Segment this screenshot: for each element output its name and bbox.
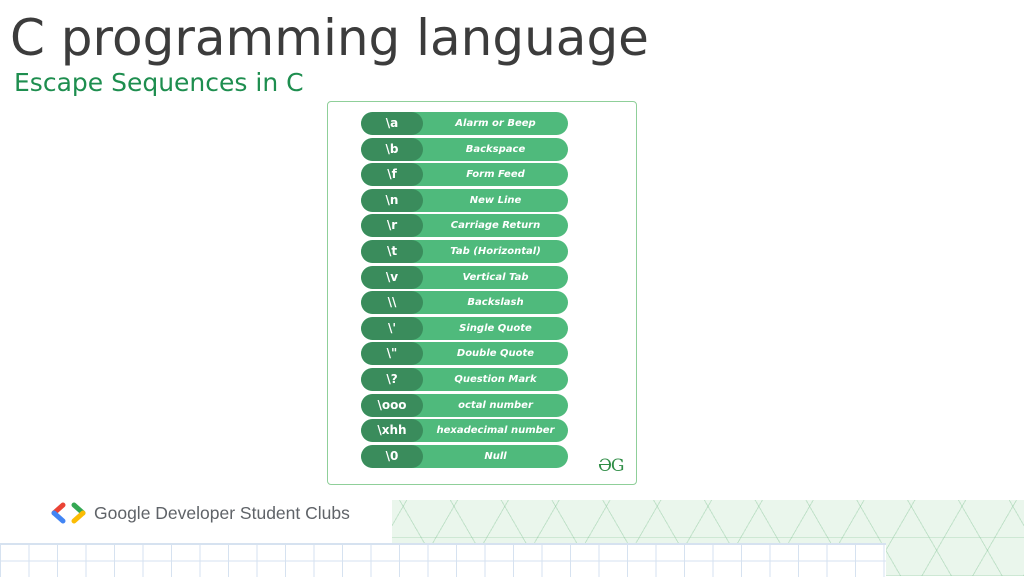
- escape-code: \": [361, 342, 423, 366]
- escape-code: \v: [361, 265, 423, 289]
- escape-code: \0: [361, 444, 423, 468]
- escape-code: \b: [361, 137, 423, 161]
- slide-title: C programming language: [10, 9, 649, 67]
- escape-sequence-row: \' Single Quote: [361, 316, 568, 340]
- escape-sequence-row: \0 Null: [361, 444, 568, 468]
- escape-code: \ooo: [361, 393, 423, 417]
- escape-code: \n: [361, 188, 423, 212]
- escape-sequence-row: \ooo octal number: [361, 393, 568, 417]
- escape-sequence-row: \" Double Quote: [361, 342, 568, 366]
- gdsc-brand: Google Developer Student Clubs: [50, 500, 350, 526]
- escape-code: \f: [361, 163, 423, 187]
- escape-description: Form Feed: [466, 169, 525, 181]
- escape-description: Backslash: [467, 297, 524, 309]
- escape-sequence-row: \n New Line: [361, 188, 568, 212]
- escape-description: Backspace: [465, 143, 526, 155]
- gdsc-logo-icon: [51, 502, 86, 524]
- escape-description: Null: [484, 450, 507, 462]
- escape-description: Single Quote: [459, 322, 532, 334]
- escape-code: \?: [361, 367, 423, 391]
- escape-description: Question Mark: [454, 373, 537, 385]
- escape-code: \': [361, 316, 423, 340]
- geeksforgeeks-logo: ƏG: [598, 456, 625, 476]
- escape-description: Double Quote: [456, 348, 535, 360]
- escape-sequence-list: \a Alarm or Beep \b Backspace \f Form Feed \n N…: [361, 112, 568, 470]
- escape-code: \xhh: [361, 419, 423, 443]
- escape-sequence-row: \? Question Mark: [361, 367, 568, 391]
- escape-description: New Line: [469, 194, 522, 206]
- escape-sequence-row: \t Tab (Horizontal): [361, 239, 568, 263]
- escape-sequence-row: \b Backspace: [361, 137, 568, 161]
- escape-code: \t: [361, 239, 423, 263]
- escape-sequence-row: \r Carriage Return: [361, 214, 568, 238]
- escape-description: Tab (Horizontal): [450, 245, 541, 257]
- gdsc-brand-text: Google Developer Student Clubs: [94, 502, 350, 523]
- footer-grid-pattern: [0, 543, 886, 577]
- escape-code: \r: [361, 214, 423, 238]
- slide-subtitle: Escape Sequences in C: [14, 68, 304, 97]
- escape-sequence-row: \f Form Feed: [361, 163, 568, 187]
- escape-sequence-row: \xhh hexadecimal number: [361, 419, 568, 443]
- escape-sequence-row: \a Alarm or Beep: [361, 112, 568, 135]
- escape-description: hexadecimal number: [436, 425, 555, 437]
- escape-code: \a: [361, 112, 423, 135]
- escape-description: Carriage Return: [450, 220, 541, 232]
- escape-description: Alarm or Beep: [455, 118, 536, 129]
- escape-description: Vertical Tab: [462, 271, 529, 283]
- escape-sequence-table: \a Alarm or Beep \b Backspace \f Form Feed \n N…: [327, 101, 637, 485]
- escape-description: octal number: [458, 399, 533, 411]
- escape-sequence-row: \v Vertical Tab: [361, 265, 568, 289]
- escape-code: \\: [361, 291, 423, 315]
- escape-sequence-row: \\ Backslash: [361, 291, 568, 315]
